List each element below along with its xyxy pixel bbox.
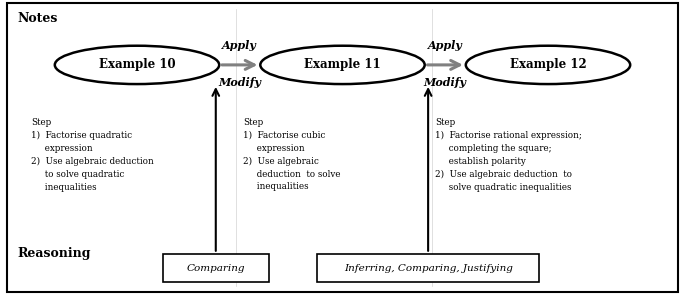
Ellipse shape (466, 46, 630, 84)
Text: Inferring, Comparing, Justifying: Inferring, Comparing, Justifying (344, 264, 512, 273)
FancyBboxPatch shape (316, 254, 540, 283)
Text: Example 12: Example 12 (510, 58, 586, 71)
Ellipse shape (260, 46, 425, 84)
Text: Step
1)  Factorise quadratic
     expression
2)  Use algebraic deduction
     to: Step 1) Factorise quadratic expression 2… (31, 118, 153, 192)
Text: Modify: Modify (219, 77, 261, 88)
Ellipse shape (55, 46, 219, 84)
Text: Notes: Notes (17, 12, 58, 25)
Text: Step
1)  Factorise rational expression;
     completing the square;
     establi: Step 1) Factorise rational expression; c… (435, 118, 582, 192)
FancyBboxPatch shape (7, 3, 678, 292)
FancyBboxPatch shape (163, 254, 269, 283)
Text: Apply: Apply (428, 40, 462, 51)
Text: Step
1)  Factorise cubic
     expression
2)  Use algebraic
     deduction  to so: Step 1) Factorise cubic expression 2) Us… (243, 118, 340, 191)
Text: Example 10: Example 10 (99, 58, 175, 71)
Text: Modify: Modify (424, 77, 466, 88)
Text: Reasoning: Reasoning (17, 247, 90, 260)
Text: Example 11: Example 11 (304, 58, 381, 71)
Text: Comparing: Comparing (186, 264, 245, 273)
Text: Apply: Apply (223, 40, 257, 51)
